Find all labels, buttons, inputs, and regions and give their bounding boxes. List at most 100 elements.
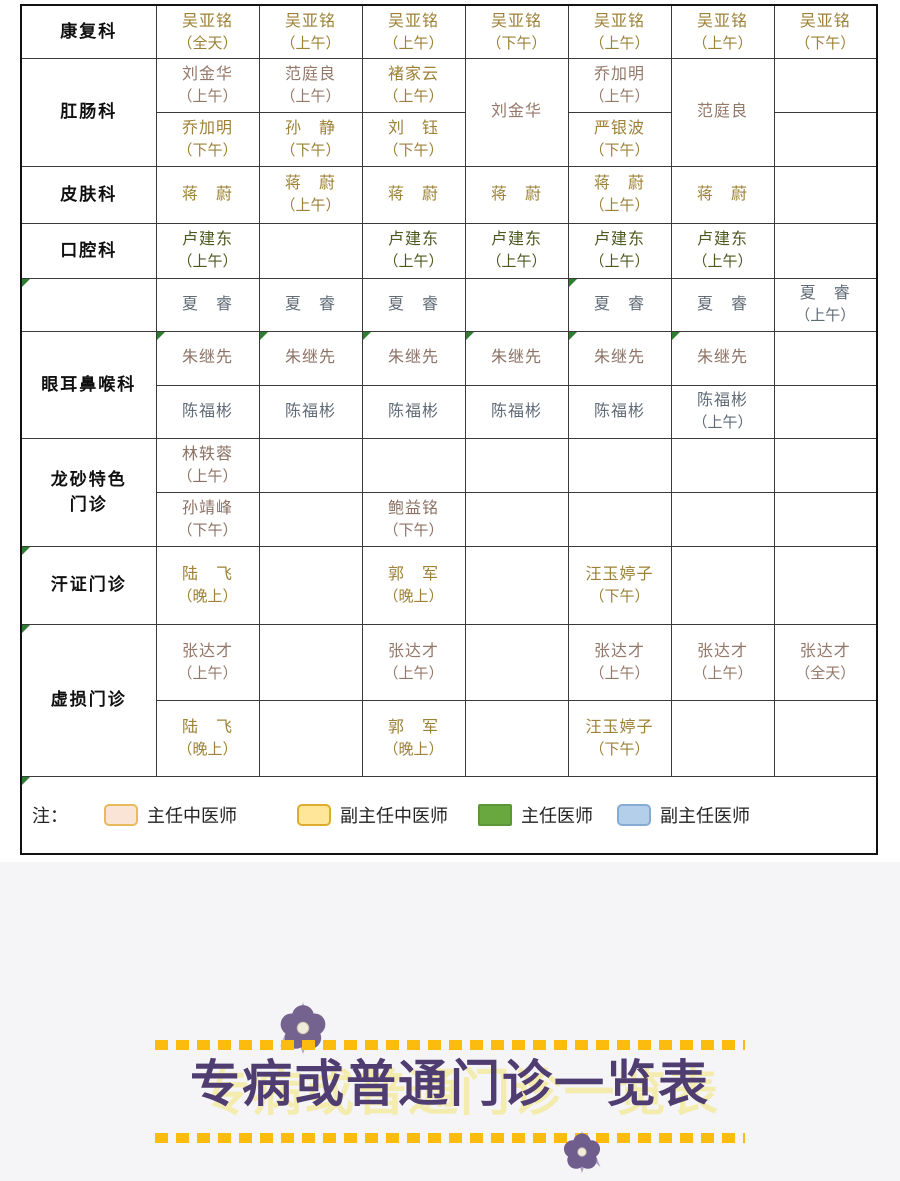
- schedule-cell: 孙 静（下午）: [258, 111, 363, 167]
- legend-swatch-yellow: [297, 803, 331, 826]
- legend-item-deputy-chief-tcm: 副主任中医师: [297, 802, 448, 828]
- empty-cell: [464, 699, 569, 777]
- doctor-schedule-table: 康复科 吴亚铭 （全天） 吴亚铭 （上午） 吴亚铭 （上午） 吴亚铭 （下午） 吴亚铭（…: [20, 4, 878, 855]
- schedule-cell: 卢建东 （上午）: [361, 222, 466, 279]
- schedule-cell: 吴亚铭 （下午）: [464, 4, 569, 59]
- schedule-cell: 蒋 蔚: [361, 165, 466, 224]
- schedule-cell: 卢建东 （上午）: [567, 222, 672, 279]
- empty-cell: [773, 699, 878, 777]
- schedule-cell: 卢建东 （上午）: [464, 222, 569, 279]
- dashed-line-bottom: [155, 1133, 745, 1143]
- schedule-cell: 张达才 （上午）: [670, 623, 775, 701]
- schedule-cell: 卢建东 （上午）: [670, 222, 775, 279]
- legend-item-chief-tcm: 主任中医师: [104, 802, 237, 828]
- dept-cell-pifu: 皮肤科: [20, 165, 157, 224]
- schedule-cell: 陈福彬: [567, 384, 672, 439]
- flower-icon: [563, 1131, 601, 1173]
- schedule-cell: 朱继先: [464, 330, 569, 386]
- empty-cell: [464, 277, 569, 332]
- section-title: 专病或普通门诊一览表: [190, 1056, 710, 1112]
- empty-cell: [258, 545, 363, 625]
- empty-cell: [670, 699, 775, 777]
- schedule-cell: 范庭良 （上午）: [258, 57, 363, 113]
- empty-cell: [773, 57, 878, 113]
- schedule-cell: 吴亚铭 （上午）: [361, 4, 466, 59]
- legend-row: 注： 主任中医师 副主任中医师 主任医师 副主任医师: [20, 775, 878, 855]
- empty-cell: [464, 491, 569, 547]
- empty-cell: [773, 545, 878, 625]
- schedule-cell: 范庭良: [670, 57, 775, 167]
- schedule-cell: 刘金华: [464, 57, 569, 167]
- empty-cell: [258, 699, 363, 777]
- empty-cell: [773, 491, 878, 547]
- schedule-cell: 夏 睿: [155, 277, 260, 332]
- empty-cell: [670, 545, 775, 625]
- dashed-line-top: [155, 1040, 745, 1050]
- legend-swatch-pink: [104, 803, 138, 826]
- schedule-cell: 张达才 （全天）: [773, 623, 878, 701]
- schedule-cell: 陆 飞（晚上）: [155, 545, 260, 625]
- empty-cell: [464, 623, 569, 701]
- empty-cell: [361, 437, 466, 493]
- schedule-cell: 夏 睿: [670, 277, 775, 332]
- empty-cell: [773, 330, 878, 386]
- schedule-cell: 蒋 蔚: [155, 165, 260, 224]
- schedule-cell: 鲍益铭 （下午）: [361, 491, 466, 547]
- schedule-cell: 乔加明 （下午）: [155, 111, 260, 167]
- dept-cell-yanerbihou: 眼耳鼻喉科: [20, 330, 157, 439]
- schedule-cell: 陈福彬: [464, 384, 569, 439]
- schedule-cell: 夏 睿: [361, 277, 466, 332]
- empty-cell: [773, 384, 878, 439]
- dept-cell-blank: [20, 277, 157, 332]
- schedule-cell: 夏 睿: [567, 277, 672, 332]
- schedule-cell: 吴亚铭 （下午）: [773, 4, 878, 59]
- empty-cell: [773, 165, 878, 224]
- schedule-cell: 汪玉婷子 （下午）: [567, 545, 672, 625]
- legend-swatch-blue: [617, 803, 651, 826]
- schedule-cell: 陆 飞（晚上）: [155, 699, 260, 777]
- schedule-cell: 郭 军（晚上）: [361, 545, 466, 625]
- schedule-cell: 吴亚铭 （全天）: [155, 4, 260, 59]
- dept-cell-gangchang: 肛肠科: [20, 57, 157, 167]
- schedule-cell: 陈福彬 （上午）: [670, 384, 775, 439]
- schedule-cell: 夏 睿: [258, 277, 363, 332]
- schedule-cell: 夏 睿（上午）: [773, 277, 878, 332]
- schedule-cell: 褚家云 （上午）: [361, 57, 466, 113]
- schedule-cell: 张达才 （上午）: [567, 623, 672, 701]
- empty-cell: [773, 437, 878, 493]
- schedule-cell: 吴亚铭 （上午）: [258, 4, 363, 59]
- legend-note: 注：: [32, 805, 68, 826]
- schedule-cell: 汪玉婷子 （下午）: [567, 699, 672, 777]
- schedule-cell: 朱继先: [258, 330, 363, 386]
- schedule-cell: 朱继先: [361, 330, 466, 386]
- schedule-cell: 朱继先: [155, 330, 260, 386]
- dept-cell-kangfu: 康复科: [20, 4, 157, 59]
- schedule-cell: 孙靖峰 （下午）: [155, 491, 260, 547]
- empty-cell: [258, 222, 363, 279]
- empty-cell: [670, 437, 775, 493]
- dept-cell-kouqiang: 口腔科: [20, 222, 157, 279]
- empty-cell: [464, 545, 569, 625]
- schedule-cell: 吴亚铭 （上午）: [670, 4, 775, 59]
- schedule-cell: 郭 军（晚上）: [361, 699, 466, 777]
- empty-cell: [464, 437, 569, 493]
- schedule-cell: 林轶蓉 （上午）: [155, 437, 260, 493]
- schedule-cell: 朱继先: [670, 330, 775, 386]
- legend-item-chief-physician: 主任医师: [478, 802, 593, 828]
- schedule-cell: 朱继先: [567, 330, 672, 386]
- schedule-cell: 蒋 蔚: [464, 165, 569, 224]
- legend-swatch-green: [478, 803, 512, 826]
- empty-cell: [258, 437, 363, 493]
- empty-cell: [567, 437, 672, 493]
- footer-section: 专病或普通门诊一览表: [0, 862, 900, 1181]
- legend: 注： 主任中医师 副主任中医师 主任医师 副主任医师: [22, 802, 876, 828]
- dept-cell-longsha: 龙砂特色 门诊: [20, 437, 157, 547]
- empty-cell: [773, 111, 878, 167]
- schedule-cell: 陈福彬: [155, 384, 260, 439]
- dept-cell-hanzheng: 汗证门诊: [20, 545, 157, 625]
- schedule-cell: 乔加明 （上午）: [567, 57, 672, 113]
- schedule-cell: 严银波 （下午）: [567, 111, 672, 167]
- schedule-cell: 蒋 蔚（上午）: [567, 165, 672, 224]
- empty-cell: [258, 491, 363, 547]
